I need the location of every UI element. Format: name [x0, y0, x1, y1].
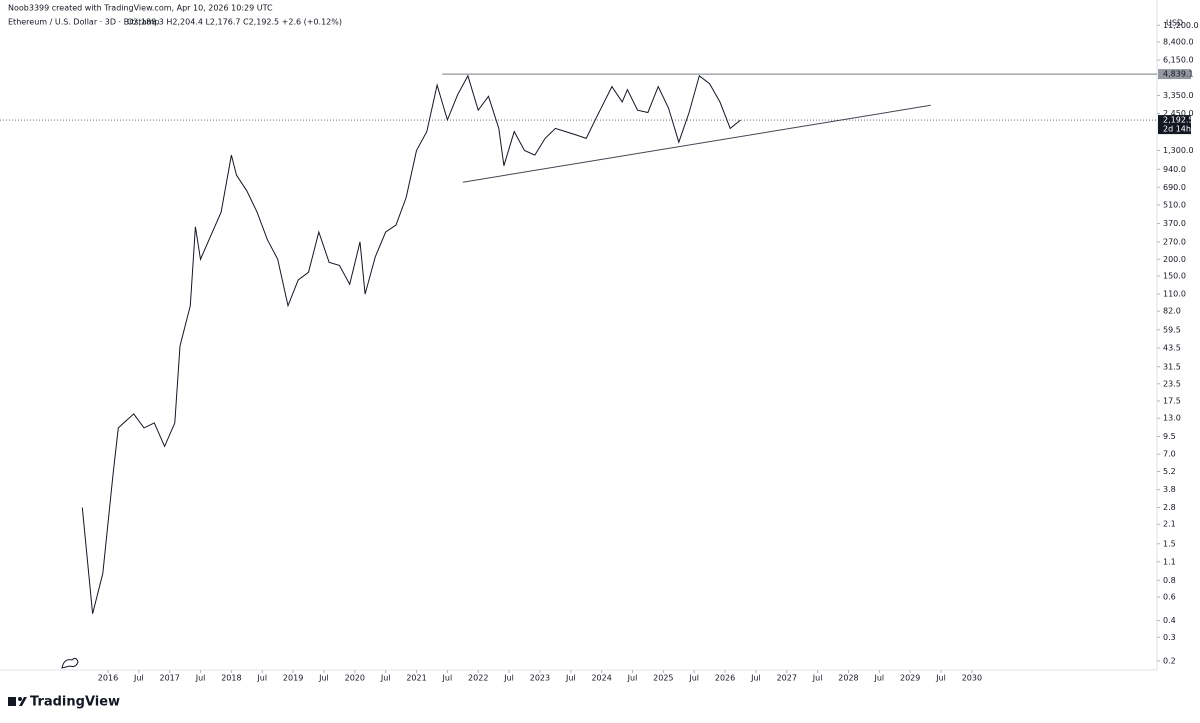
x-tick-label: 2025: [653, 674, 673, 683]
y-tick-label: 0.8: [1163, 576, 1176, 585]
header-text: Noob3399 created with TradingView.com, A…: [8, 4, 273, 13]
y-tick-label: 1,300.0: [1163, 146, 1194, 155]
x-tick-label: 2024: [591, 674, 611, 683]
logo-part: [8, 697, 16, 706]
x-tick-label: 2022: [468, 674, 488, 683]
x-tick-label: Jul: [133, 674, 144, 683]
y-tick-label: 2,450.0: [1163, 109, 1194, 118]
x-tick-label: Jul: [750, 674, 761, 683]
x-tick-label: Jul: [812, 674, 823, 683]
x-tick-label: 2030: [962, 674, 982, 683]
y-tick-label: 0.4: [1163, 616, 1176, 625]
y-tick-label: 1.5: [1163, 539, 1176, 548]
logo-part: [18, 697, 22, 701]
x-tick-label: 2027: [777, 674, 797, 683]
x-tick-label: Jul: [256, 674, 267, 683]
x-tick-label: 2029: [900, 674, 920, 683]
x-tick-label: 2019: [283, 674, 303, 683]
y-tick-label: 150.0: [1163, 272, 1186, 281]
y-tick-label: 82.0: [1163, 307, 1181, 316]
y-tick-label: 0.6: [1163, 593, 1176, 602]
x-tick-label: 2021: [406, 674, 426, 683]
y-tick-label: 940.0: [1163, 165, 1186, 174]
watermark-icon: [61, 657, 79, 669]
x-tick-label: Jul: [503, 674, 514, 683]
brand-logo: [8, 697, 27, 706]
y-tick-label: 3,350.0: [1163, 91, 1194, 100]
x-tick-label: 2023: [530, 674, 550, 683]
x-tick-label: Jul: [688, 674, 699, 683]
y-tick-label: 43.5: [1163, 343, 1181, 352]
trendline: [462, 104, 931, 183]
last-price-label: 2,192.5: [1163, 116, 1194, 125]
x-tick-label: Jul: [318, 674, 329, 683]
y-tick-label: 110.0: [1163, 290, 1186, 299]
resistance-label: 4,839.1: [1163, 70, 1194, 79]
resistance-label-box: [1158, 69, 1191, 80]
last-price-box: [1158, 115, 1191, 135]
y-tick-label: 6,150.0: [1163, 56, 1194, 65]
y-tick-label: 2.8: [1163, 503, 1176, 512]
brand-text: TradingView: [30, 695, 120, 710]
x-tick-label: 2017: [160, 674, 180, 683]
y-tick-label: 690.0: [1163, 183, 1186, 192]
y-tick-label: 5.2: [1163, 467, 1176, 476]
y-tick-label: 31.5: [1163, 362, 1181, 371]
chart-title: Ethereum / U.S. Dollar · 3D · Bitstamp: [8, 18, 160, 27]
y-tick-label: 1.1: [1163, 557, 1176, 566]
price-line: [81, 74, 741, 614]
x-tick-label: 2020: [345, 674, 365, 683]
x-tick-label: 2016: [98, 674, 118, 683]
x-tick-label: Jul: [380, 674, 391, 683]
y-tick-label: 9.5: [1163, 432, 1176, 441]
y-tick-label: 13.0: [1163, 414, 1181, 423]
countdown-label: 2d 14h: [1163, 125, 1191, 134]
y-unit: USD: [1166, 19, 1183, 28]
logo-part: [19, 697, 27, 706]
y-tick-label: 510.0: [1163, 200, 1186, 209]
x-tick-label: Jul: [627, 674, 638, 683]
x-tick-label: Jul: [935, 674, 946, 683]
x-tick-label: 2018: [221, 674, 241, 683]
y-tick-label: 23.5: [1163, 379, 1181, 388]
y-tick-label: 59.5: [1163, 325, 1181, 334]
y-tick-label: 3.8: [1163, 485, 1176, 494]
y-tick-label: 370.0: [1163, 219, 1186, 228]
x-tick-label: 2026: [715, 674, 735, 683]
y-tick-label: 270.0: [1163, 237, 1186, 246]
y-tick-label: 0.3: [1163, 633, 1176, 642]
y-tick-label: 0.2: [1163, 656, 1176, 665]
y-tick-label: 17.5: [1163, 396, 1181, 405]
y-tick-label: 2.1: [1163, 520, 1176, 529]
x-tick-label: Jul: [873, 674, 884, 683]
x-tick-label: Jul: [565, 674, 576, 683]
ohlc-text: O2,188.3 H2,204.4 L2,176.7 C2,192.5 +2.6…: [127, 18, 342, 27]
x-tick-label: Jul: [442, 674, 453, 683]
y-tick-label: 8,400.0: [1163, 38, 1194, 47]
y-tick-label: 200.0: [1163, 255, 1186, 264]
y-tick-label: 7.0: [1163, 450, 1176, 459]
x-tick-label: Jul: [195, 674, 206, 683]
x-tick-label: 2028: [838, 674, 858, 683]
y-tick-label: 11,200.0: [1163, 21, 1199, 30]
